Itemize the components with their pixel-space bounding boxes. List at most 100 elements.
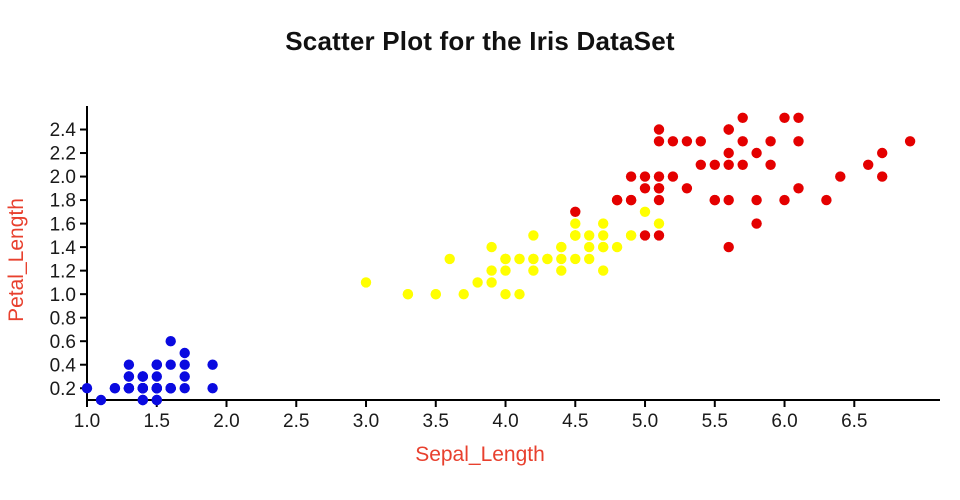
chart-title: Scatter Plot for the Iris DataSet (285, 26, 675, 56)
data-point-versicolor (360, 277, 372, 288)
y-tick-label: 1.6 (50, 214, 76, 235)
data-point-virginica (625, 171, 637, 182)
x-tick-label: 6.5 (841, 411, 867, 432)
data-point-virginica (723, 194, 734, 206)
data-point-virginica (667, 136, 679, 147)
data-point-setosa (151, 359, 162, 370)
data-point-setosa (109, 383, 121, 394)
data-point-virginica (723, 124, 734, 135)
data-point-versicolor (598, 218, 609, 229)
data-point-virginica (681, 136, 693, 147)
data-point-virginica (737, 136, 748, 147)
data-point-virginica (765, 159, 776, 170)
data-point-virginica (904, 136, 916, 147)
data-point-versicolor (570, 230, 581, 241)
data-point-virginica (723, 241, 734, 253)
data-point-versicolor (598, 230, 609, 241)
x-tick-label: 2.0 (213, 411, 239, 432)
data-point-versicolor (444, 253, 455, 265)
x-tick-label: 5.0 (632, 411, 658, 432)
data-point-setosa (179, 371, 190, 382)
data-point-versicolor (402, 289, 414, 300)
data-point-versicolor (458, 289, 469, 300)
data-point-versicolor (514, 253, 525, 265)
data-point-setosa (207, 359, 218, 370)
data-point-virginica (653, 194, 665, 206)
data-point-virginica (723, 159, 734, 170)
data-point-virginica (765, 136, 776, 147)
data-point-setosa (123, 359, 135, 370)
data-point-virginica (821, 194, 832, 206)
data-point-versicolor (584, 253, 595, 265)
data-point-setosa (95, 394, 107, 406)
x-tick-label: 2.5 (283, 411, 309, 432)
y-tick-label: 0.2 (50, 379, 76, 400)
y-tick-label: 0.4 (50, 355, 77, 376)
data-point-virginica (877, 171, 888, 182)
data-point-virginica (653, 124, 665, 135)
data-point-virginica (779, 112, 790, 124)
data-point-setosa (179, 347, 190, 359)
data-point-virginica (639, 230, 651, 241)
data-point-virginica (751, 218, 762, 229)
data-point-versicolor (542, 253, 553, 265)
data-point-versicolor (570, 218, 581, 229)
data-point-virginica (639, 171, 651, 182)
data-point-versicolor (472, 277, 483, 288)
y-tick-label: 2.0 (50, 167, 76, 188)
x-tick-label: 3.5 (423, 411, 449, 432)
data-point-virginica (709, 194, 720, 206)
data-point-virginica (863, 159, 874, 170)
y-tick-label: 2.4 (50, 120, 77, 141)
y-tick-label: 1.0 (50, 285, 76, 306)
data-point-versicolor (500, 253, 511, 265)
data-point-virginica (625, 194, 637, 206)
data-point-versicolor (598, 241, 609, 253)
data-point-setosa (165, 336, 176, 347)
x-tick-label: 1.5 (144, 411, 170, 432)
data-point-setosa (81, 383, 93, 394)
data-point-setosa (137, 394, 148, 406)
data-point-setosa (123, 371, 135, 382)
data-point-versicolor (500, 289, 511, 300)
data-point-virginica (639, 183, 651, 194)
data-point-setosa (137, 371, 148, 382)
data-point-versicolor (611, 241, 623, 253)
data-point-versicolor (514, 289, 525, 300)
data-point-virginica (653, 136, 665, 147)
data-point-virginica (751, 194, 762, 206)
data-point-virginica (653, 183, 665, 194)
x-tick-label: 4.5 (562, 411, 588, 432)
data-point-setosa (151, 383, 162, 394)
data-point-setosa (165, 383, 176, 394)
data-point-virginica (877, 147, 888, 159)
data-point-virginica (793, 136, 804, 147)
data-point-versicolor (430, 289, 441, 300)
data-point-setosa (123, 383, 135, 394)
data-point-virginica (611, 194, 623, 206)
y-axis-label: Petal_Length (5, 198, 28, 322)
data-point-virginica (653, 230, 665, 241)
data-point-virginica (709, 159, 720, 170)
data-point-versicolor (528, 265, 539, 276)
y-tick-label: 0.6 (50, 332, 76, 353)
x-tick-label: 4.0 (492, 411, 518, 432)
data-point-virginica (751, 147, 762, 159)
data-point-versicolor (556, 265, 567, 276)
data-point-virginica (695, 159, 706, 170)
x-tick-label: 1.0 (74, 411, 100, 432)
data-point-versicolor (528, 253, 539, 265)
data-point-versicolor (584, 230, 595, 241)
data-point-versicolor (584, 241, 595, 253)
data-point-setosa (151, 394, 162, 406)
x-axis-label: Sepal_Length (415, 443, 545, 466)
data-point-versicolor (486, 265, 497, 276)
x-tick-label: 5.5 (702, 411, 728, 432)
data-point-versicolor (625, 230, 637, 241)
y-tick-label: 2.2 (50, 144, 76, 165)
y-tick-label: 1.2 (50, 261, 76, 282)
data-point-virginica (570, 206, 581, 217)
y-tick-label: 1.4 (50, 238, 77, 259)
